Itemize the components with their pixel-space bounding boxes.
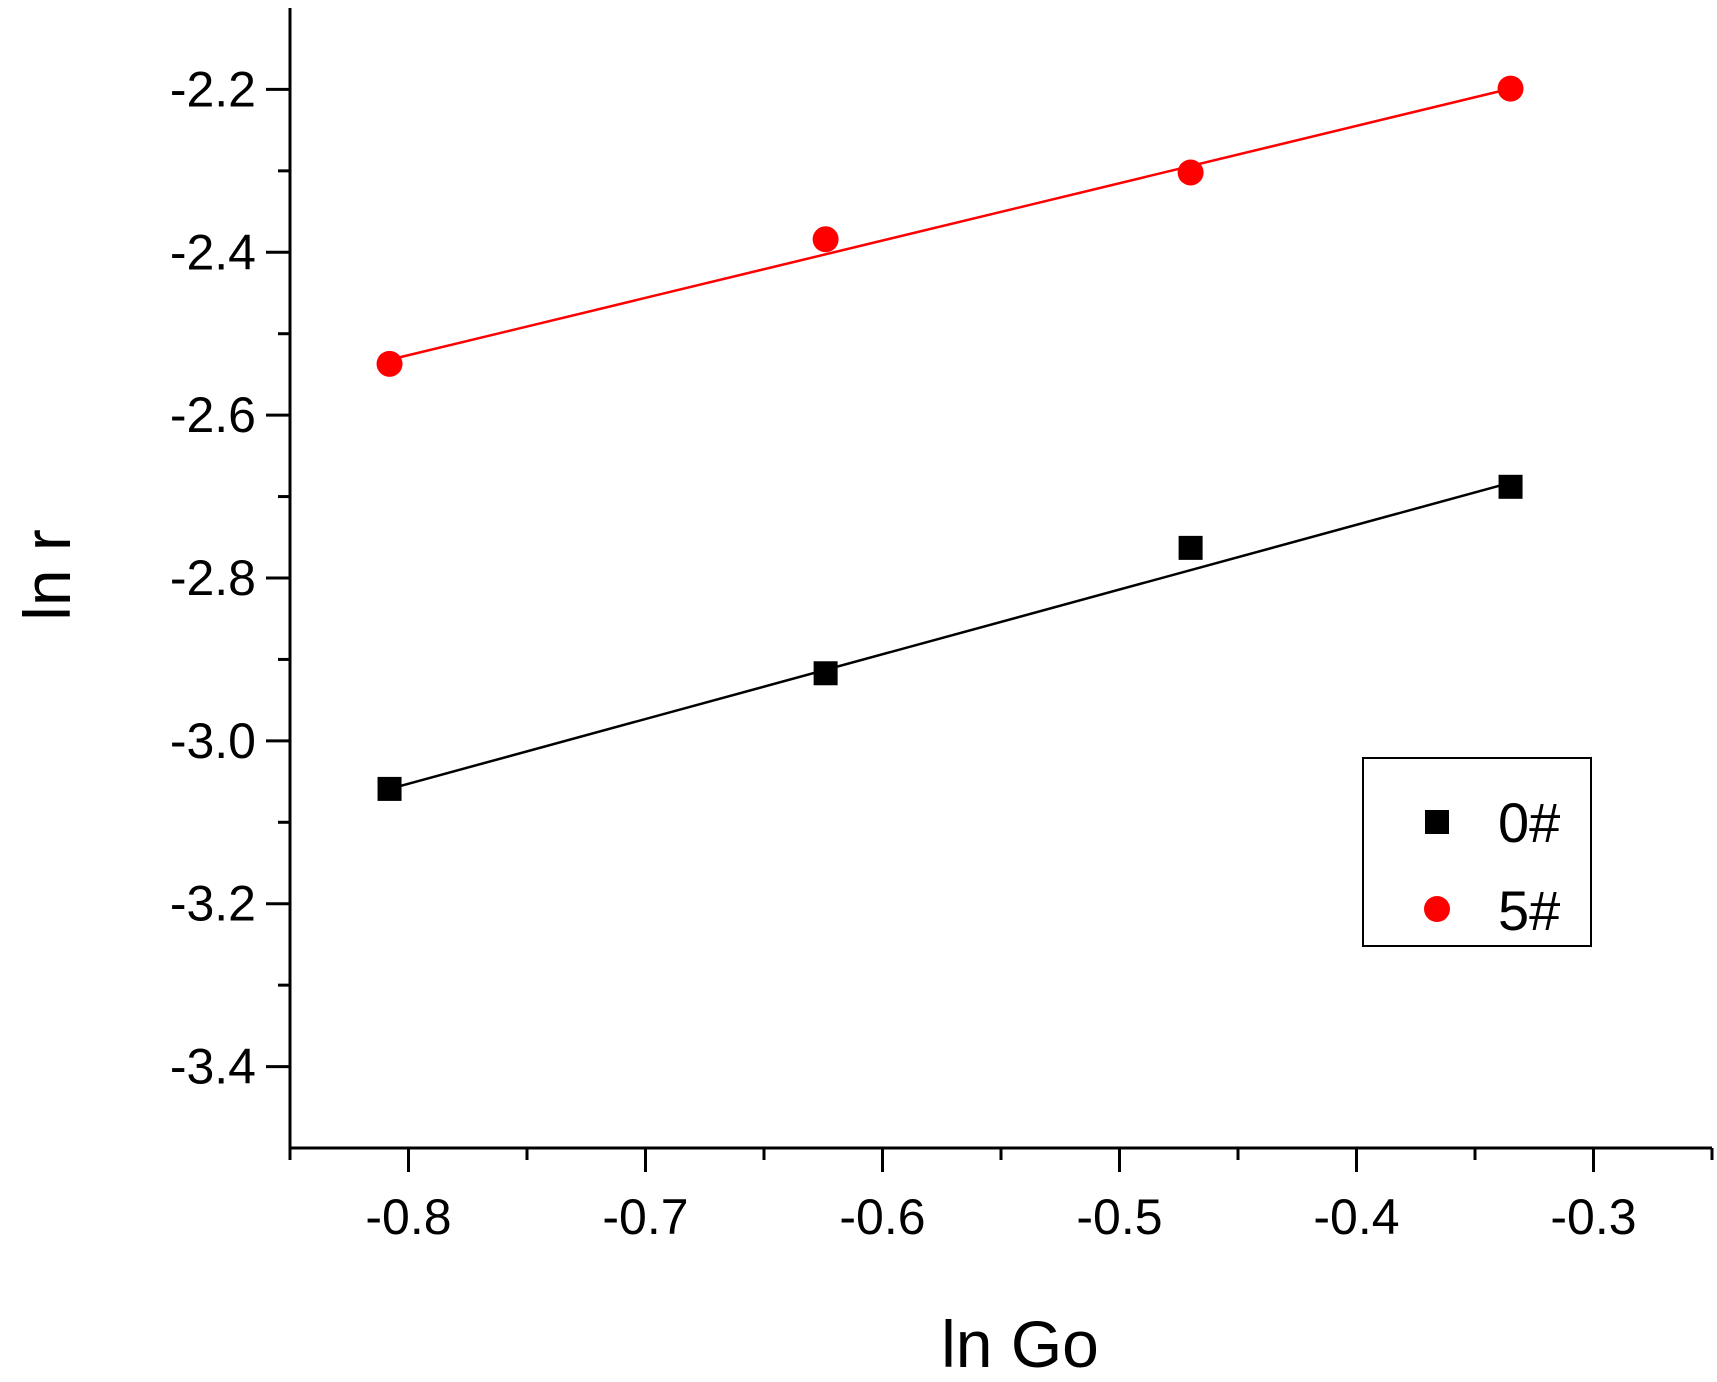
data-point-series-0: [813, 661, 838, 686]
legend-marker-1: [1424, 896, 1450, 922]
fit-lines: [389, 87, 1511, 791]
legend-label-0: 0#: [1498, 791, 1560, 854]
x-tick-label: -0.6: [839, 1189, 925, 1245]
legend-box: [1362, 757, 1592, 947]
legend-marker-0: [1425, 810, 1449, 834]
y-tick-label: -3.4: [170, 1039, 256, 1095]
data-point-series-1: [1497, 75, 1524, 102]
x-tick-label: -0.7: [602, 1189, 688, 1245]
axes: -2.2-2.4-2.6-2.8-3.0-3.2-3.4 -0.8 -0.7 -0.…: [170, 8, 1714, 1245]
y-tick-label: -2.2: [170, 61, 256, 117]
data-point-series-1: [812, 226, 839, 253]
y-tick-label: -3.2: [170, 876, 256, 932]
data-point-series-0: [1178, 535, 1203, 560]
x-ticks: -0.8 -0.7 -0.6 -0.5 -0.4 -0.3: [288, 1148, 1714, 1245]
x-axis-title: ln Go: [941, 1307, 1099, 1381]
y-tick-label: -2.4: [170, 224, 256, 280]
x-tick-label: -0.3: [1550, 1189, 1636, 1245]
y-axis-title: ln r: [10, 529, 84, 621]
x-tick-label: -0.5: [1076, 1189, 1162, 1245]
data-point-series-0: [377, 776, 402, 801]
legend-label-1: 5#: [1498, 879, 1560, 942]
fit-line-series-0: [389, 481, 1511, 791]
legend: 0# 5#: [1362, 757, 1592, 947]
data-markers: [376, 75, 1524, 801]
y-tick-label: -2.6: [170, 387, 256, 443]
data-point-series-1: [376, 350, 403, 377]
y-tick-label: -2.8: [170, 550, 256, 606]
x-tick-label: -0.4: [1313, 1189, 1399, 1245]
data-point-series-1: [1177, 159, 1204, 186]
data-point-series-0: [1498, 474, 1523, 499]
fit-line-series-1: [389, 87, 1511, 361]
x-tick-label: -0.8: [365, 1189, 451, 1245]
y-ticks: -2.2 -2.4 -2.6 -2.8 -3.0 -3.2 -3.4: [170, 61, 290, 1095]
y-tick-label: -3.0: [170, 713, 256, 769]
